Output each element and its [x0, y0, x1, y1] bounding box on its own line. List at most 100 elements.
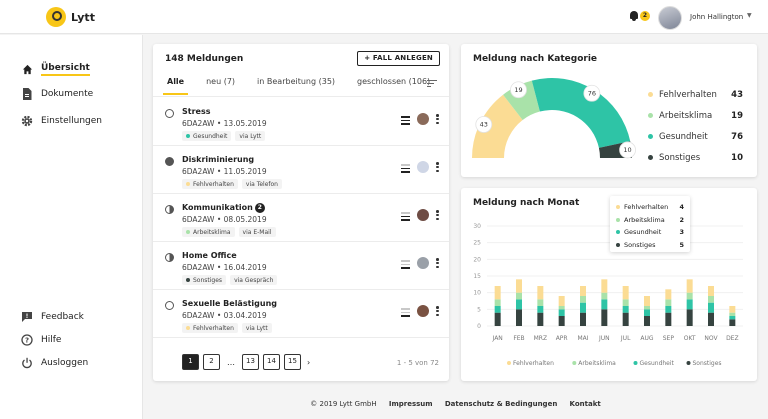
bar-segment-fehlverhalten-mai[interactable]: [580, 286, 586, 296]
bar-segment-fehlverhalten-okt[interactable]: [686, 279, 693, 293]
bar-segment-fehlverhalten-feb[interactable]: [516, 279, 522, 293]
x-tick-label: AUG: [640, 335, 653, 342]
bar-segment-sonstiges-okt[interactable]: [686, 309, 693, 326]
chevron-down-icon[interactable]: ▼: [747, 12, 752, 19]
list-item[interactable]: Kommunikation 2 6DA2AW • 08.05.2019 Arbei…: [153, 194, 449, 241]
bar-segment-arbeitsklima-jun[interactable]: [601, 292, 608, 300]
kebab-menu-icon[interactable]: [436, 306, 439, 316]
assignee-avatar[interactable]: [417, 305, 429, 317]
donut-slice-fehlverhalten[interactable]: [472, 94, 523, 158]
y-tick-label: 0: [477, 323, 481, 330]
bar-segment-sonstiges-sep[interactable]: [665, 312, 672, 326]
month-title: Meldung nach Monat: [473, 198, 580, 208]
bar-segment-sonstiges-apr[interactable]: [558, 316, 565, 326]
sidebar-item-uebersicht[interactable]: Übersicht: [21, 63, 90, 76]
bar-segment-gesundheit-jul[interactable]: [622, 306, 629, 313]
bar-segment-gesundheit-dez[interactable]: [729, 316, 736, 320]
category-title: Meldung nach Kategorie: [473, 54, 598, 64]
kebab-menu-icon[interactable]: [436, 258, 439, 268]
bar-segment-arbeitsklima-jan[interactable]: [494, 299, 501, 306]
bar-segment-arbeitsklima-nov[interactable]: [708, 296, 714, 303]
bar-segment-arbeitsklima-mrz[interactable]: [537, 299, 544, 306]
footer-link-kontakt[interactable]: Kontakt: [569, 400, 601, 408]
bar-segment-gesundheit-mai[interactable]: [580, 302, 586, 313]
bar-segment-sonstiges-mai[interactable]: [580, 312, 586, 326]
kebab-menu-icon[interactable]: [436, 210, 439, 220]
bar-segment-gesundheit-nov[interactable]: [708, 302, 714, 313]
bar-segment-fehlverhalten-apr[interactable]: [558, 296, 565, 306]
donut-slice-gesundheit[interactable]: [531, 78, 631, 148]
bar-segment-gesundheit-jun[interactable]: [601, 299, 608, 310]
bar-segment-sonstiges-jun[interactable]: [601, 309, 608, 326]
page-button[interactable]: 15: [284, 354, 301, 370]
assignee-avatar[interactable]: [417, 257, 429, 269]
bar-segment-fehlverhalten-mrz[interactable]: [537, 286, 544, 300]
sidebar-item-feedback[interactable]: Feedback: [21, 311, 84, 323]
footer-link-datenschutz[interactable]: Datenschutz & Bedingungen: [444, 400, 558, 408]
bar-segment-arbeitsklima-apr[interactable]: [558, 306, 565, 310]
bar-segment-sonstiges-jul[interactable]: [622, 312, 629, 326]
bar-segment-gesundheit-sep[interactable]: [665, 306, 672, 313]
category-legend: Fehlverhalten 43 Arbeitsklima 19 Gesundhei…: [648, 84, 743, 168]
page-button[interactable]: 14: [263, 354, 280, 370]
list-item[interactable]: Stress 6DA2AW • 13.05.2019 Gesundheit vi…: [153, 98, 449, 145]
bar-segment-arbeitsklima-mai[interactable]: [580, 296, 586, 303]
tooltip-row: Gesundheit 3: [616, 226, 684, 239]
page-button[interactable]: 13: [242, 354, 259, 370]
bar-segment-fehlverhalten-jun[interactable]: [601, 279, 608, 293]
bar-segment-arbeitsklima-feb[interactable]: [516, 292, 522, 300]
bell-icon[interactable]: [629, 11, 639, 22]
tab-geschlossen[interactable]: geschlossen (106): [357, 77, 431, 86]
sidebar-item-hilfe[interactable]: ? Hilfe: [21, 334, 61, 346]
bar-segment-gesundheit-aug[interactable]: [644, 309, 650, 316]
bar-segment-sonstiges-feb[interactable]: [516, 309, 522, 326]
list-item[interactable]: Home Office 6DA2AW • 16.04.2019 Sonstige…: [153, 242, 449, 289]
bar-segment-gesundheit-jan[interactable]: [494, 306, 501, 313]
assignee-avatar[interactable]: [417, 113, 429, 125]
avatar[interactable]: [658, 6, 682, 30]
bar-segment-sonstiges-jan[interactable]: [494, 312, 501, 326]
bar-segment-arbeitsklima-dez[interactable]: [729, 312, 736, 316]
new-case-button[interactable]: + FALL ANLEGEN: [357, 51, 440, 66]
bar-segment-sonstiges-nov[interactable]: [708, 312, 714, 326]
bar-segment-arbeitsklima-aug[interactable]: [644, 306, 650, 310]
tab-neu[interactable]: neu (7): [206, 77, 236, 86]
tab-alle[interactable]: Alle: [163, 77, 189, 95]
page-ellipsis: …: [227, 357, 235, 367]
sidebar-item-einstellungen[interactable]: Einstellungen: [21, 115, 102, 127]
app-logo[interactable]: Lytt: [46, 7, 95, 27]
chevron-right-icon[interactable]: ›: [307, 357, 311, 367]
y-tick-label: 30: [473, 223, 481, 230]
sidebar-item-dokumente[interactable]: Dokumente: [21, 88, 93, 100]
bar-segment-fehlverhalten-jul[interactable]: [622, 286, 629, 300]
user-name[interactable]: John Hallington: [690, 13, 744, 21]
kebab-menu-icon[interactable]: [436, 114, 439, 124]
tab-in-bearbeitung[interactable]: in Bearbeitung (35): [257, 77, 336, 86]
bar-segment-fehlverhalten-dez[interactable]: [729, 306, 736, 313]
sidebar-item-ausloggen[interactable]: Ausloggen: [21, 357, 88, 369]
list-item[interactable]: Sexuelle Belästigung 6DA2AW • 03.04.2019…: [153, 290, 449, 337]
assignee-avatar[interactable]: [417, 209, 429, 221]
bar-segment-gesundheit-apr[interactable]: [558, 309, 565, 316]
bar-segment-arbeitsklima-okt[interactable]: [686, 292, 693, 300]
bar-segment-sonstiges-dez[interactable]: [729, 319, 736, 326]
unassigned-user-icon[interactable]: [417, 161, 429, 173]
bar-segment-gesundheit-mrz[interactable]: [537, 306, 544, 313]
page-button[interactable]: 1: [182, 354, 199, 370]
sort-icon[interactable]: [427, 80, 437, 88]
bar-segment-sonstiges-mrz[interactable]: [537, 312, 544, 326]
bar-segment-fehlverhalten-jan[interactable]: [494, 286, 501, 300]
bar-segment-arbeitsklima-sep[interactable]: [665, 299, 672, 306]
bar-segment-fehlverhalten-nov[interactable]: [708, 286, 714, 296]
bar-segment-arbeitsklima-jul[interactable]: [622, 299, 629, 306]
bar-segment-gesundheit-feb[interactable]: [516, 299, 522, 310]
bar-segment-gesundheit-okt[interactable]: [686, 299, 693, 310]
bar-segment-fehlverhalten-sep[interactable]: [665, 289, 672, 300]
footer-link-impressum[interactable]: Impressum: [388, 400, 433, 408]
kebab-menu-icon[interactable]: [436, 162, 439, 172]
bar-segment-sonstiges-aug[interactable]: [644, 316, 650, 326]
list-item[interactable]: Diskriminierung 6DA2AW • 11.05.2019 Fehl…: [153, 146, 449, 193]
bar-segment-fehlverhalten-aug[interactable]: [644, 296, 650, 306]
divider: [153, 193, 449, 194]
page-button[interactable]: 2: [203, 354, 220, 370]
